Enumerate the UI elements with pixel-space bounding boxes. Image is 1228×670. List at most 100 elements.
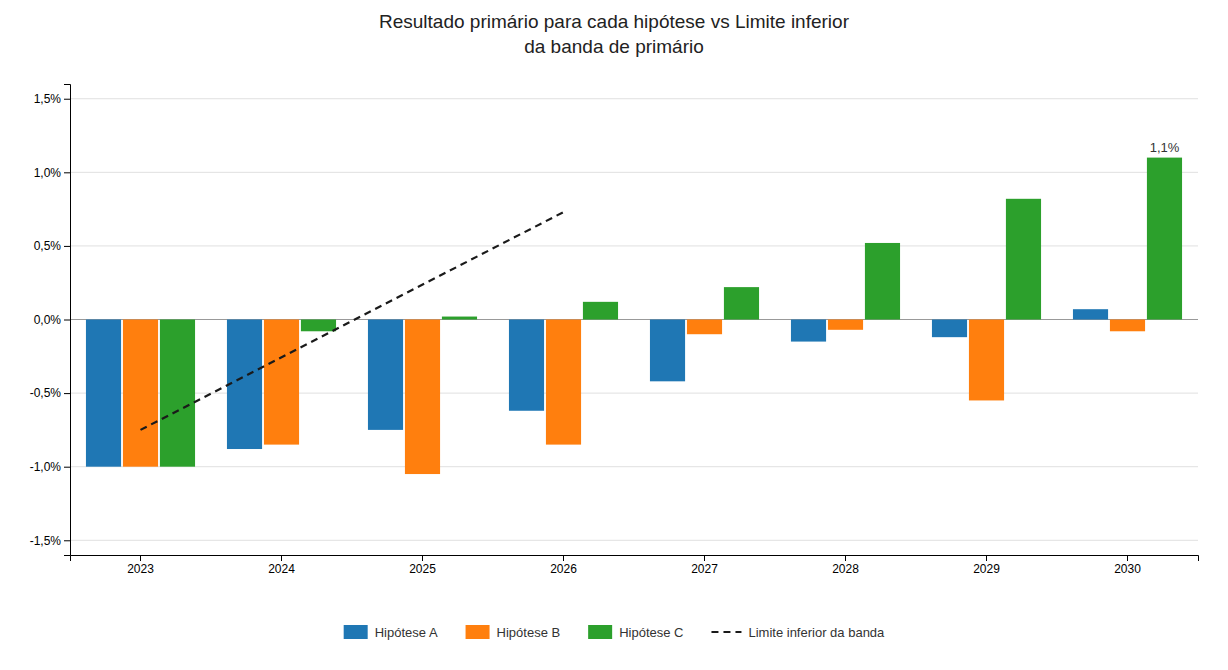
bar — [650, 320, 685, 382]
bar — [687, 320, 722, 335]
y-tick-label: -1,0% — [30, 460, 62, 474]
bar — [969, 320, 1004, 401]
x-axis-line — [71, 556, 1199, 562]
x-tick: 2027 — [691, 555, 718, 576]
grid — [70, 99, 1198, 541]
limit-line — [141, 212, 564, 430]
bar — [442, 317, 477, 320]
legend-swatch — [711, 631, 741, 633]
bar-series — [123, 320, 1145, 475]
x-tick-label: 2026 — [550, 562, 577, 576]
legend-swatch — [588, 625, 612, 639]
bar — [1073, 309, 1108, 319]
bar — [1147, 158, 1182, 320]
x-tick-mark — [563, 555, 564, 561]
y-tick-label: -1,5% — [30, 534, 62, 548]
x-tick-mark — [704, 555, 705, 561]
bar — [509, 320, 544, 411]
bar — [86, 320, 121, 467]
y-tick-mark — [64, 172, 70, 173]
x-tick-mark — [986, 555, 987, 561]
y-tick-mark — [64, 467, 70, 468]
bar — [227, 320, 262, 450]
x-tick-label: 2023 — [127, 562, 154, 576]
legend-item: Hipótese A — [344, 625, 438, 640]
x-tick: 2028 — [832, 555, 859, 576]
grid-line — [70, 466, 1198, 467]
y-tick-label: 0,0% — [34, 313, 62, 327]
x-tick-label: 2024 — [268, 562, 295, 576]
bar — [301, 320, 336, 332]
x-tick-label: 2025 — [409, 562, 436, 576]
y-tick-label: -0,5% — [30, 386, 62, 400]
grid-line — [70, 172, 1198, 173]
y-tick-mark — [64, 246, 70, 247]
x-tick-label: 2029 — [973, 562, 1000, 576]
x-tick-mark — [1127, 555, 1128, 561]
y-axis-line — [64, 85, 71, 556]
grid-line — [70, 540, 1198, 541]
bar-series — [160, 158, 1182, 467]
y-tick: 1,5% — [34, 92, 70, 106]
bar — [791, 320, 826, 342]
bar — [368, 320, 403, 430]
y-tick-label: 1,0% — [34, 166, 62, 180]
plot-area: -1,5%-1,0%-0,5%0,0%0,5%1,0%1,5%202320242… — [30, 85, 1199, 576]
x-tick: 2024 — [268, 555, 295, 576]
x-tick: 2029 — [973, 555, 1000, 576]
legend-label: Hipótese C — [619, 625, 683, 640]
annotation: 1,1% — [1150, 140, 1180, 155]
bar — [583, 302, 618, 320]
x-tick-mark — [281, 555, 282, 561]
y-tick-mark — [64, 99, 70, 100]
legend-item: Hipótese B — [466, 625, 561, 640]
x-axis: 2023 2024 2025 2026 2027 2028 2029 2030 — [71, 555, 1199, 576]
y-tick-mark — [64, 540, 70, 541]
bar — [160, 320, 195, 467]
x-tick-mark — [422, 555, 423, 561]
y-tick-label: 1,5% — [34, 92, 62, 106]
bar — [724, 287, 759, 319]
y-tick: -1,5% — [30, 534, 70, 548]
y-tick: 1,0% — [34, 166, 70, 180]
legend-item: Hipótese C — [588, 625, 683, 640]
y-tick-mark — [64, 320, 70, 321]
y-tick-mark — [64, 393, 70, 394]
y-tick: -1,0% — [30, 460, 70, 474]
x-tick: 2023 — [127, 555, 154, 576]
x-tick-mark — [140, 555, 141, 561]
y-tick: 0,0% — [34, 313, 70, 327]
chart-title: Resultado primário para cada hipótese vs… — [379, 11, 850, 57]
y-tick-label: 0,5% — [34, 239, 62, 253]
x-tick-mark — [845, 555, 846, 561]
x-tick-label: 2030 — [1114, 562, 1141, 576]
legend-label: Hipótese B — [497, 625, 561, 640]
bar — [405, 320, 440, 475]
legend-swatch — [344, 625, 368, 639]
bar — [123, 320, 158, 467]
bar — [1006, 199, 1041, 320]
bar-series — [86, 309, 1108, 466]
bar — [546, 320, 581, 445]
x-tick: 2026 — [550, 555, 577, 576]
y-tick: -0,5% — [30, 386, 70, 400]
legend: Hipótese A Hipótese B Hipótese C Limite inf… — [344, 625, 885, 640]
bar — [1110, 320, 1145, 332]
legend-label: Hipótese A — [375, 625, 438, 640]
marks — [86, 158, 1182, 474]
chart-svg: Resultado primário para cada hipótese vs… — [0, 0, 1228, 670]
x-tick: 2030 — [1114, 555, 1141, 576]
bar — [828, 320, 863, 330]
bar — [932, 320, 967, 338]
legend-label: Limite inferior da banda — [748, 625, 885, 640]
x-tick-label: 2027 — [691, 562, 718, 576]
grid-line — [70, 98, 1198, 99]
y-tick: 0,5% — [34, 239, 70, 253]
bar — [865, 243, 900, 320]
x-tick: 2025 — [409, 555, 436, 576]
y-axis: -1,5% -1,0% -0,5% 0,0% 0,5% 1,0% 1,5% — [30, 85, 71, 556]
x-tick-label: 2028 — [832, 562, 859, 576]
bar — [264, 320, 299, 445]
legend-swatch — [466, 625, 490, 639]
legend-item: Limite inferior da banda — [711, 625, 885, 640]
